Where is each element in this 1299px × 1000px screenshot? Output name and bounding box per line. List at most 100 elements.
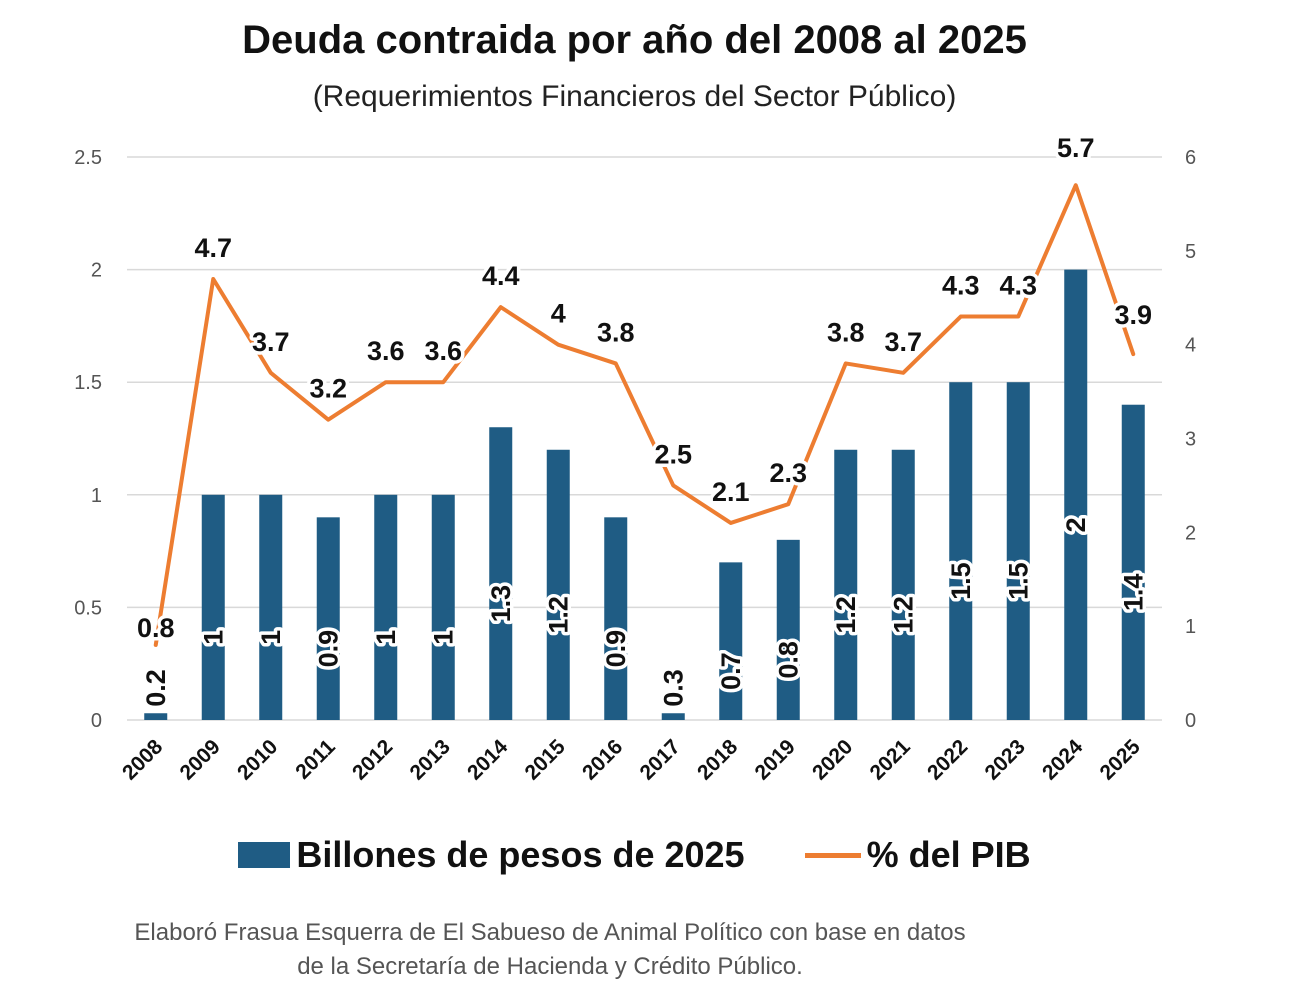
source-note: Elaboró Frasua Esquerra de El Sabueso de…	[0, 916, 1100, 984]
x-axis-tick: 2019	[750, 735, 799, 784]
x-axis-tick: 2014	[463, 735, 513, 785]
bar-data-label: 1.2	[543, 596, 573, 634]
bar	[834, 449, 858, 720]
x-axis-tick: 2015	[520, 735, 570, 785]
legend-label-line: % del PIB	[866, 834, 1031, 875]
bar-data-label: 1.4	[1118, 574, 1148, 612]
chart-subtitle: (Requerimientos Financieros del Sector P…	[312, 80, 957, 113]
line-data-label: 4.3	[999, 271, 1037, 301]
x-axis-ticks: 2008 2009 2010 2011 2012 2013 2014 2015 2016 2017…	[118, 735, 1145, 785]
line-data-label: 2.5	[654, 439, 692, 469]
bar	[719, 562, 743, 720]
right-axis-tick: 5	[1185, 241, 1196, 263]
line-data-label: 3.9	[1114, 300, 1152, 330]
bar	[604, 517, 628, 720]
source-line-2: de la Secretaría de Hacienda y Crédito P…	[297, 953, 803, 980]
left-axis-ticks: 0 0.5 1 1.5 2 2.5	[74, 147, 102, 732]
line-data-label: 4	[551, 299, 566, 329]
x-axis-tick: 2025	[1095, 735, 1145, 785]
line-data-label: 4.7	[194, 233, 232, 263]
x-axis-tick: 2016	[578, 735, 627, 784]
right-axis-tick: 6	[1185, 147, 1196, 169]
bar-data-label: 1.5	[1003, 562, 1033, 600]
bar-data-label: 1.2	[831, 596, 861, 634]
line-data-label: 2.3	[769, 458, 807, 488]
right-axis-tick: 0	[1185, 710, 1196, 732]
bar-data-label: 1	[198, 630, 228, 645]
bar-data-label: 1.3	[486, 585, 516, 623]
bar	[489, 427, 513, 720]
bar-data-label: 1	[428, 630, 458, 645]
line-series	[153, 183, 1136, 647]
bar	[949, 382, 973, 720]
bar	[891, 449, 915, 720]
legend-item-bars[interactable]: Billones de pesos de 2025	[238, 834, 745, 876]
right-axis-tick: 3	[1185, 429, 1196, 451]
line-path	[153, 183, 1136, 647]
left-axis-tick: 1	[91, 485, 102, 507]
x-axis-tick: 2024	[1038, 735, 1088, 785]
left-axis-tick: 1.5	[74, 372, 102, 394]
line-data-label: 5.7	[1057, 133, 1095, 163]
line-data-label: 0.8	[137, 613, 175, 643]
legend-line-swatch	[804, 852, 861, 858]
legend-bar-swatch	[238, 842, 291, 868]
x-axis-tick: 2018	[693, 735, 743, 785]
right-axis-ticks: 0 1 2 3 4 5 6	[1185, 147, 1196, 732]
source-line-1: Elaboró Frasua Esquerra de El Sabueso de…	[134, 919, 966, 946]
bar-data-label: 1	[256, 630, 286, 645]
line-data-label: 3.8	[597, 317, 635, 347]
bar-data-labels: 0.2 1 1 0.9 1 1 1.3 1.2 0.9 0.3 0.7 0.8 1.2 1.2 1.5 1.5…	[137, 514, 1152, 710]
left-axis-tick: 0	[91, 710, 102, 732]
bar	[144, 713, 168, 720]
line-data-label: 3.7	[252, 327, 290, 357]
x-axis-tick: 2009	[175, 735, 224, 784]
x-axis-tick: 2021	[865, 735, 915, 785]
bar	[201, 494, 225, 720]
x-axis-tick: 2012	[348, 735, 397, 784]
x-axis-tick: 2008	[118, 735, 168, 785]
bar-data-label: 0.7	[716, 652, 746, 690]
bar	[1006, 382, 1030, 720]
line-data-label: 3.8	[827, 317, 865, 347]
line-data-label: 4.4	[482, 261, 520, 291]
bar-data-label: 0.8	[773, 641, 803, 679]
line-data-label: 3.2	[309, 374, 347, 404]
right-axis-tick: 2	[1185, 522, 1196, 544]
line-data-label: 3.6	[424, 336, 462, 366]
x-axis-tick: 2020	[808, 735, 857, 784]
line-data-label: 3.7	[884, 327, 922, 357]
line-data-label: 2.1	[712, 477, 750, 507]
bar	[316, 517, 340, 720]
bar-series	[144, 269, 1145, 720]
bar-data-label: 0.2	[141, 669, 171, 707]
legend-item-line[interactable]: % del PIB	[804, 834, 1031, 876]
chart-plot-area: 0 0.5 1 1.5 2 2.5 0 1 2 3 4 5 6 0.2 1 1 0.9 1 1 1.3 1.2 0.9…	[74, 133, 1197, 785]
x-axis-tick: 2010	[233, 735, 282, 784]
x-axis-tick: 2011	[291, 735, 340, 784]
chart-title: Deuda contraida por año del 2008 al 2025	[242, 18, 1027, 62]
left-axis-tick: 2	[91, 260, 102, 282]
bar	[1064, 269, 1088, 720]
x-axis-tick: 2022	[923, 735, 972, 784]
bar-data-label: 0.9	[313, 630, 343, 668]
legend: Billones de pesos de 2025 % del PIB	[0, 834, 1269, 876]
bar	[431, 494, 455, 720]
line-data-label: 3.6	[367, 336, 405, 366]
x-axis-tick: 2017	[635, 735, 684, 784]
bar-data-label: 0.3	[658, 669, 688, 707]
left-axis-tick: 0.5	[74, 597, 102, 619]
legend-label-bars: Billones de pesos de 2025	[296, 834, 745, 875]
bar-data-label: 1.5	[946, 562, 976, 600]
x-axis-tick: 2023	[980, 735, 1029, 784]
bar-data-label: 1.2	[888, 596, 918, 634]
bar-data-label: 2	[1061, 517, 1091, 532]
bar-data-label: 1	[371, 630, 401, 645]
right-axis-tick: 4	[1185, 335, 1196, 357]
gridlines	[127, 156, 1162, 721]
bar	[374, 494, 398, 720]
bar-data-label: 0.9	[601, 630, 631, 668]
bar	[1121, 404, 1145, 720]
left-axis-tick: 2.5	[74, 147, 102, 169]
bar	[776, 539, 800, 720]
